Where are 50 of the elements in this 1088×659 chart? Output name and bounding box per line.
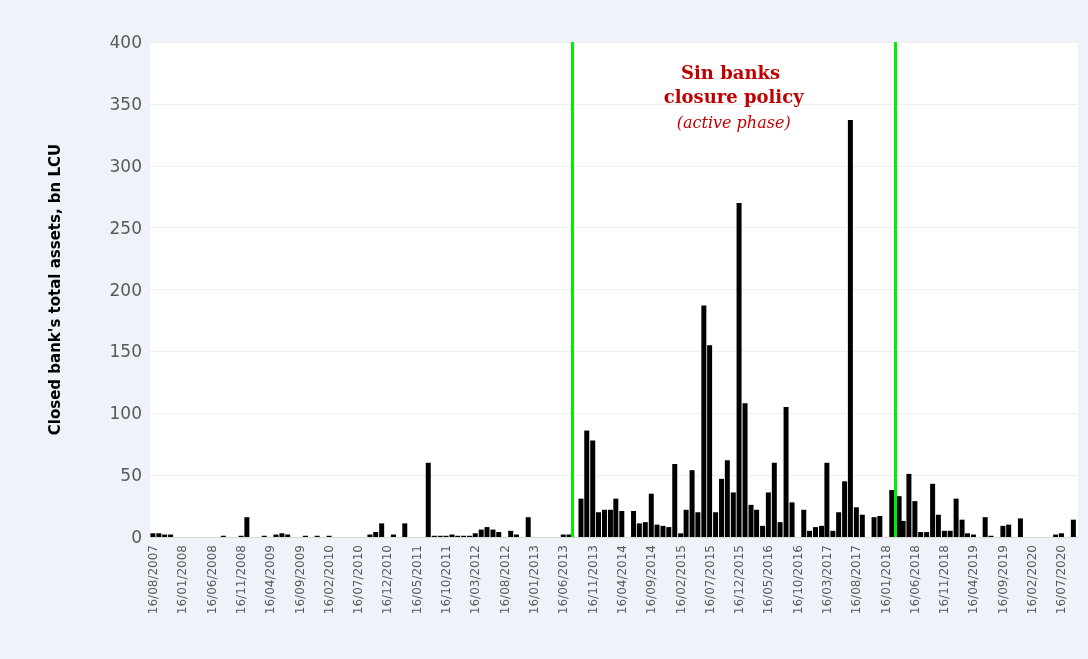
annotation: Sin banks closure policy xyxy=(663,61,805,107)
x-tick-label: 16/03/2017 xyxy=(819,545,834,615)
x-tick-label: 16/03/2012 xyxy=(468,545,483,615)
x-tick-label: 16/08/2012 xyxy=(497,545,512,615)
x-tick-label: 16/07/2020 xyxy=(1054,545,1069,615)
x-tick-label: 16/09/2019 xyxy=(995,545,1010,615)
y-tick-label: 400 xyxy=(109,32,142,52)
y-tick-label: 350 xyxy=(109,93,142,114)
bar xyxy=(889,489,895,537)
y-tick-label: 150 xyxy=(109,341,142,362)
x-tick-label: 16/05/2016 xyxy=(761,545,776,615)
y-axis-title: Closed bank's total assets, bn LCU xyxy=(45,143,64,436)
x-tick-label: 16/02/2015 xyxy=(673,545,688,615)
x-tick-label: 16/01/2008 xyxy=(175,545,190,615)
x-tick-label: 16/12/2015 xyxy=(732,545,747,615)
y-tick-label: 0 xyxy=(131,527,142,547)
y-tick-label: 250 xyxy=(109,217,142,238)
x-tick-label: 16/09/2014 xyxy=(644,545,659,615)
x-tick-label: 16/04/2019 xyxy=(966,545,981,615)
x-tick-label: 16/04/2014 xyxy=(614,545,629,615)
x-tick-label: 16/08/2007 xyxy=(145,545,160,615)
x-tick-label: 16/05/2011 xyxy=(409,545,424,615)
x-tick-label: 16/11/2018 xyxy=(937,545,952,615)
x-tick-label: 16/07/2010 xyxy=(350,545,365,615)
y-tick-label: 50 xyxy=(120,465,142,486)
x-tick-label: 16/10/2011 xyxy=(438,545,453,615)
x-tick-label: 16/01/2013 xyxy=(527,545,542,615)
x-tick-label: 16/06/2008 xyxy=(204,545,219,615)
bar xyxy=(402,523,408,537)
bar xyxy=(1070,519,1076,537)
x-tick-label: 16/06/2013 xyxy=(556,545,571,615)
x-tick-label: 16/02/2020 xyxy=(1025,545,1040,615)
x-tick-label: 16/08/2017 xyxy=(849,545,864,615)
y-tick-label: 100 xyxy=(109,403,142,424)
y-tick-label: 200 xyxy=(109,279,142,300)
x-tick-label: 16/11/2008 xyxy=(234,545,249,615)
x-tick-label: 16/01/2018 xyxy=(878,545,893,615)
x-tick-label: 16/09/2009 xyxy=(292,545,307,615)
x-tick-label: 16/11/2013 xyxy=(585,545,600,615)
y-tick-label: 300 xyxy=(109,155,142,176)
x-tick-label: 16/12/2010 xyxy=(380,545,395,615)
x-tick-label: 16/06/2018 xyxy=(907,545,922,615)
x-tick-label: 16/02/2010 xyxy=(322,545,337,615)
bar xyxy=(1017,518,1023,537)
annotation: (active phase) xyxy=(676,112,791,132)
bar xyxy=(525,517,531,537)
x-tick-label: 16/07/2015 xyxy=(702,545,717,615)
bar xyxy=(896,496,902,537)
x-tick-label: 16/04/2009 xyxy=(263,545,278,615)
x-tick-label: 16/10/2016 xyxy=(790,545,805,615)
